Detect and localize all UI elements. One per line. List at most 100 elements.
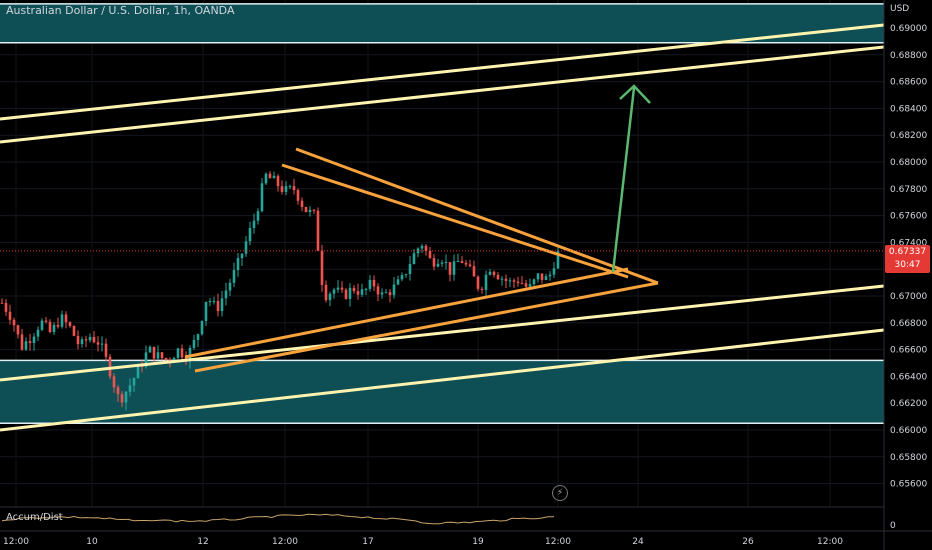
candle-body — [204, 301, 208, 321]
candle-body — [232, 270, 236, 283]
candle-body — [248, 228, 252, 242]
candle-body — [280, 186, 284, 192]
candle-body — [552, 268, 556, 275]
candle-body — [328, 293, 332, 301]
candle-body — [220, 298, 224, 312]
candle-body — [524, 283, 528, 287]
candle-body — [392, 284, 396, 296]
zone-fill — [0, 3, 884, 43]
candle-body — [100, 343, 104, 345]
indicator-label[interactable]: Accum/Dist — [6, 512, 63, 523]
candle-body — [364, 288, 368, 290]
candle-body — [144, 352, 148, 367]
price-tick-label: 0.67000 — [890, 292, 927, 302]
accum-dist-line — [1, 513, 555, 525]
candle-body — [60, 314, 64, 327]
candle-body — [72, 326, 76, 336]
price-tick-label: 0.67600 — [890, 212, 927, 222]
candle-body — [548, 274, 552, 277]
candle-body — [56, 324, 60, 327]
candle-body — [468, 264, 472, 267]
candle-body — [0, 302, 4, 304]
candle-body — [64, 314, 68, 323]
candle-body — [516, 281, 520, 284]
candle-body — [104, 343, 108, 357]
candle-body — [472, 266, 476, 277]
candle-body — [292, 186, 296, 190]
candle-body — [112, 376, 116, 388]
candle-body — [376, 286, 380, 295]
candle-body — [132, 378, 136, 386]
candle-body — [320, 250, 324, 285]
candle-body — [308, 209, 312, 213]
candle-body — [148, 346, 152, 353]
channel-line-lower-1 — [0, 284, 885, 382]
candle-body — [76, 335, 80, 345]
candle-body — [176, 348, 180, 358]
candle-body — [20, 334, 24, 350]
candle-body — [128, 385, 132, 392]
candle-body — [44, 320, 48, 322]
candle-body — [508, 280, 512, 282]
candle-body — [412, 253, 416, 265]
last-price-value: 0.67337 — [888, 247, 927, 257]
candle-body — [68, 322, 72, 327]
flash-icon[interactable]: ⚡ — [552, 485, 568, 501]
price-tick-label: 0.66800 — [890, 319, 927, 329]
price-tick-label: 0.68800 — [890, 51, 927, 61]
symmetrical-triangle — [184, 147, 659, 373]
candle-body — [252, 220, 256, 229]
candle-body — [272, 175, 276, 179]
candle-body — [24, 341, 28, 350]
arrow-shaft — [611, 87, 636, 273]
candle-body — [512, 280, 516, 282]
candle-body — [496, 274, 500, 280]
candle-body — [212, 300, 216, 302]
candle-body — [284, 186, 288, 192]
candle-body — [224, 290, 228, 299]
candle-body — [244, 241, 248, 254]
symbol-title[interactable]: Australian Dollar / U.S. Dollar, 1h, OAN… — [6, 4, 235, 17]
candle-body — [160, 352, 164, 358]
candle-body — [448, 262, 452, 275]
candle-body — [424, 245, 428, 251]
candle-body — [216, 300, 220, 312]
candle-body — [108, 356, 112, 377]
time-tick-label: 12:00 — [3, 537, 29, 547]
triangle-upper-line-1 — [281, 163, 629, 279]
candle-body — [52, 324, 56, 332]
time-tick-label: 24 — [632, 537, 644, 547]
candle-body — [156, 352, 160, 359]
candle-body — [12, 319, 16, 326]
candle-body — [264, 173, 268, 184]
candle-body — [408, 264, 412, 275]
candle-body — [476, 276, 480, 289]
time-tick-label: 17 — [362, 537, 373, 547]
arrow-head — [619, 84, 651, 104]
price-tick-label: 0.68400 — [890, 104, 927, 114]
time-tick-label: 12:00 — [545, 537, 571, 547]
price-tick-label: 0.68200 — [890, 131, 927, 141]
triangle-upper-line-2 — [295, 147, 659, 285]
candle-body — [260, 183, 264, 212]
candle-body — [480, 288, 484, 290]
candle-body — [332, 289, 336, 294]
candle-body — [384, 292, 388, 294]
candle-body — [388, 292, 392, 296]
candle-body — [536, 273, 540, 280]
candle-body — [48, 321, 52, 332]
price-tick-label: 0.66000 — [890, 426, 927, 436]
candle-body — [456, 261, 460, 263]
candle-body — [352, 287, 356, 292]
candle-body — [288, 186, 292, 188]
candle-body — [404, 274, 408, 276]
channel-line-lower-2 — [0, 328, 885, 432]
candle-body — [192, 339, 196, 348]
candle-body — [92, 336, 96, 343]
breakout-arrow — [611, 84, 651, 273]
triangle-lower-line-2 — [194, 281, 659, 373]
candle-body — [336, 287, 340, 290]
candle-body — [344, 289, 348, 299]
